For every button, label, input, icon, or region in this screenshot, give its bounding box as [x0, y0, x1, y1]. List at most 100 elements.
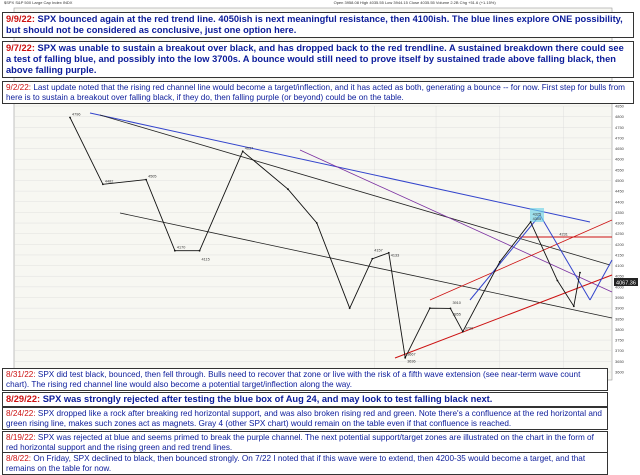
- note-date: 9/2/22:: [6, 83, 32, 92]
- price-point: [173, 249, 176, 252]
- price-annotation: 4231: [559, 233, 567, 237]
- note-text: SPX was strongly rejected after testing …: [42, 394, 493, 404]
- note-text: SPX was rejected at blue and seems prime…: [6, 433, 594, 452]
- grid: [14, 105, 612, 373]
- symbol: $SPX: [4, 0, 15, 5]
- note-8-8-22: 8/8/22: On Friday, SPX declined to black…: [2, 452, 608, 475]
- blue-projection-2: [539, 214, 591, 301]
- note-text: SPX dropped like a rock after breaking r…: [6, 409, 602, 428]
- exchange: INDX: [62, 0, 73, 5]
- price-point: [449, 307, 452, 310]
- note-text: Last update noted that the rising red ch…: [6, 83, 625, 102]
- note-8-24-22: 8/24/22: SPX dropped like a rock after b…: [2, 407, 608, 431]
- note-date: 8/31/22:: [6, 370, 36, 379]
- note-8-31-22: 8/31/22: SPX did test black, bounced, th…: [2, 368, 608, 392]
- price-tick-label: 4300: [615, 221, 625, 226]
- price-point: [572, 305, 575, 308]
- price-point: [198, 249, 201, 252]
- note-8-19-22: 8/19/22: SPX was rejected at blue and se…: [2, 431, 608, 455]
- note-text: SPX did test black, bounced, then fell t…: [6, 370, 581, 389]
- price-tick-label: 3800: [615, 327, 625, 332]
- price-annotation: 3910: [452, 301, 460, 305]
- price-annotations: 4796 4637 4505 4482 4170 4115 4157 4133 3636 3855…: [69, 112, 581, 363]
- note-text: SPX was unable to sustain a breakout ove…: [6, 43, 624, 75]
- note-text: On Friday, SPX declined to black, then b…: [6, 454, 586, 473]
- last-price-label: 4067.36: [616, 281, 636, 287]
- blue-box: [530, 208, 544, 222]
- purple-falling-line: [299, 149, 613, 293]
- price-tick-label: 4400: [615, 199, 625, 204]
- price-tick-label: 4500: [615, 178, 625, 183]
- price-annotation: 4157: [374, 248, 382, 252]
- last-price-badge: [614, 278, 638, 286]
- price-annotation: 4115: [202, 257, 210, 261]
- note-text: SPX bounced again at the red trend line.…: [6, 14, 623, 35]
- price-tick-label: 3650: [615, 359, 625, 364]
- price-annotation: 3855: [452, 313, 460, 317]
- price-axis: 4850 4800 4750 4700 4650 4600 4550 4500 4450 4400…: [615, 104, 625, 375]
- note-date: 8/8/22:: [6, 454, 32, 463]
- chart-header: $SPX S&P 500 Large Cap Index INDX Open 3…: [4, 0, 496, 5]
- price-point: [241, 150, 244, 153]
- price-tick-label: 4850: [615, 104, 625, 109]
- price-tick-label: 4750: [615, 125, 625, 130]
- note-date: 9/7/22:: [6, 43, 35, 53]
- price-annotation: 4637: [245, 146, 253, 150]
- note-8-29-22: 8/29/22: SPX was strongly rejected after…: [2, 392, 608, 407]
- blue-falling-line: [89, 112, 591, 223]
- price-tick-label: 4350: [615, 210, 625, 215]
- note-date: 8/29/22:: [6, 394, 41, 404]
- price-tick-label: 4150: [615, 252, 625, 257]
- price-tick-label: 4700: [615, 135, 625, 140]
- trendlines: [89, 112, 613, 359]
- price-annotation: 4305: [533, 217, 541, 221]
- price-point: [315, 222, 318, 224]
- price-tick-label: 4450: [615, 189, 625, 194]
- price-point: [371, 257, 374, 260]
- price-series: [69, 117, 581, 360]
- note-date: 9/9/22:: [6, 14, 35, 24]
- price-point: [69, 116, 71, 119]
- index-name: S&P 500 Large Cap Index: [15, 0, 62, 5]
- price-point: [145, 178, 147, 181]
- price-point: [529, 221, 532, 223]
- price-annotation: 4170: [177, 246, 185, 250]
- note-date: 8/19/22:: [6, 433, 36, 442]
- price-point: [428, 307, 431, 310]
- price-tick-label: 4250: [615, 231, 625, 236]
- note-date: 8/24/22:: [6, 409, 36, 418]
- price-annotation: 3667: [407, 353, 415, 357]
- note-9-9-22: 9/9/22: SPX bounced again at the red tre…: [2, 12, 634, 38]
- price-point: [348, 307, 351, 310]
- price-point: [498, 260, 501, 263]
- price-annotation: 4505: [148, 174, 156, 178]
- price-point: [461, 330, 464, 333]
- price-point: [102, 183, 104, 186]
- price-tick-label: 4600: [615, 157, 625, 162]
- blue-projection-1: [469, 214, 541, 301]
- price-point: [579, 271, 581, 274]
- red-rising-channel-upper: [429, 219, 613, 301]
- price-annotation: 3636: [407, 359, 415, 363]
- price-tick-label: 3700: [615, 348, 625, 353]
- price-tick-label: 4800: [615, 114, 625, 119]
- price-tick-label: 4050: [615, 274, 625, 279]
- price-tick-label: 3950: [615, 295, 625, 300]
- black-falling-line-2: [119, 212, 613, 319]
- ohlc-readout: Open 3958.08 High 4035.55 Low 3944.15 Cl…: [333, 0, 496, 5]
- price-point: [387, 251, 390, 254]
- price-tick-label: 4550: [615, 167, 625, 172]
- price-tick-label: 4650: [615, 146, 625, 151]
- price-tick-label: 4000: [615, 284, 625, 289]
- price-tick-label: 3900: [615, 306, 625, 311]
- note-9-7-22: 9/7/22: SPX was unable to sustain a brea…: [2, 41, 634, 78]
- black-falling-line: [99, 114, 611, 266]
- red-rising-channel: [394, 274, 613, 359]
- price-point: [404, 356, 407, 359]
- price-tick-label: 3600: [615, 370, 625, 375]
- price-tick-label: 4100: [615, 263, 625, 268]
- price-annotation: 3790: [465, 327, 473, 331]
- price-annotation: 4796: [72, 112, 80, 116]
- price-annotation: 4482: [105, 179, 113, 183]
- blue-projection-3: [589, 259, 613, 301]
